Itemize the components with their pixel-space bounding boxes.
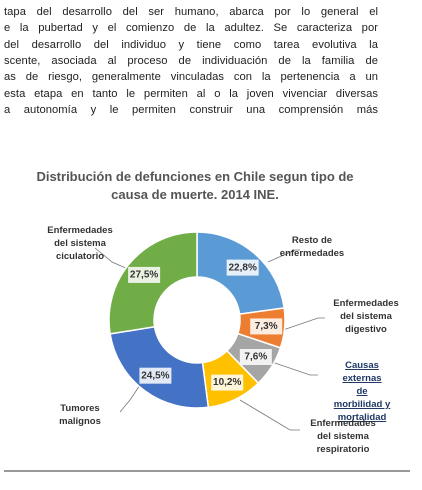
value-label: 24,5% bbox=[141, 370, 169, 381]
category-label[interactable]: Causas externas de morbilidad y mortalid… bbox=[333, 360, 391, 423]
leader-line bbox=[94, 247, 131, 271]
value-label: 7,3% bbox=[255, 321, 278, 332]
value-label: 10,2% bbox=[213, 377, 241, 388]
category-label: Enfermedades del sistema respiratorio bbox=[310, 418, 376, 455]
leader-line bbox=[239, 399, 300, 431]
leader-line bbox=[119, 384, 141, 413]
value-label-box bbox=[239, 348, 272, 365]
text-line: scente, asociada al proceso de individua… bbox=[4, 54, 378, 67]
chart-title: Distribución de defunciones en Chile seg… bbox=[36, 169, 354, 202]
category-label: Tumores malignos bbox=[59, 403, 101, 427]
text-line: esta etapa en tanto le permiten al o la … bbox=[4, 87, 378, 100]
donut-slice bbox=[109, 325, 210, 409]
text-line: del desarrollo del individuo y tiene com… bbox=[4, 38, 378, 51]
text-line: e la pubertad y el comienzo de la adulte… bbox=[4, 22, 378, 35]
leader-lines bbox=[94, 247, 325, 431]
text-line: a autonomía y le permiten construir una … bbox=[4, 103, 378, 116]
category-label: Enfermedades del sistema ciculatorio bbox=[47, 225, 113, 262]
value-label-box bbox=[250, 318, 283, 335]
value-label-box bbox=[211, 374, 244, 391]
value-label: 22,8% bbox=[228, 262, 256, 273]
donut-slice bbox=[108, 231, 198, 335]
text-line: as de riesgo, generalmente vinculadas co… bbox=[4, 71, 378, 84]
category-label: Resto de enfermedades bbox=[279, 235, 345, 259]
category-label: Enfermedades del sistema digestivo bbox=[333, 298, 399, 335]
text-line: tapa del desarrollo del ser humano, abar… bbox=[4, 6, 378, 18]
value-label-box bbox=[139, 367, 172, 384]
value-label-box bbox=[226, 259, 259, 276]
value-label: 27,5% bbox=[130, 270, 158, 281]
value-label-box bbox=[128, 266, 161, 283]
value-label: 7,6% bbox=[244, 352, 267, 363]
leader-line bbox=[271, 361, 318, 376]
leader-line bbox=[267, 249, 300, 263]
leader-line bbox=[282, 317, 325, 331]
